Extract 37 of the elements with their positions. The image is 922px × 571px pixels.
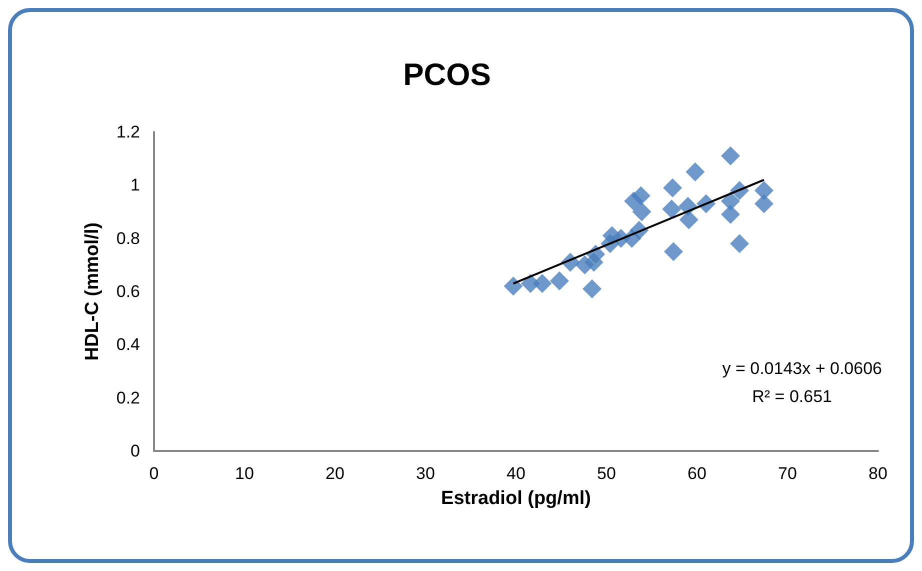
- point: [679, 210, 698, 230]
- x-tick-label: 60: [688, 464, 706, 483]
- point: [754, 180, 774, 200]
- point: [504, 276, 523, 296]
- x-tick-label: 50: [597, 464, 616, 483]
- point: [664, 242, 683, 262]
- point: [663, 178, 682, 198]
- point: [686, 162, 705, 182]
- annotation: R² = 0.651: [752, 387, 832, 406]
- x-axis-title: Estradiol (pg/ml): [441, 488, 591, 509]
- point: [631, 186, 650, 206]
- y-tick-label: 0.4: [116, 335, 140, 354]
- chart-title: PCOS: [403, 57, 491, 92]
- point: [550, 271, 569, 290]
- y-tick-label: 1.2: [116, 122, 140, 142]
- y-tick-label: 0.6: [116, 282, 140, 301]
- point: [662, 200, 682, 219]
- point: [720, 204, 740, 224]
- x-tick-label: 30: [416, 464, 435, 483]
- point: [582, 279, 602, 298]
- x-tick-label: 20: [326, 464, 344, 483]
- point: [754, 194, 774, 214]
- x-tick-label: 70: [778, 464, 797, 483]
- x-tick-label: 0: [149, 464, 159, 483]
- y-tick-label: 0.2: [116, 388, 140, 408]
- y-axis-title: HDL-C (mmol/l): [82, 222, 103, 361]
- y-tick-label: 1: [130, 176, 140, 195]
- x-tick-label: 40: [506, 464, 526, 483]
- point: [730, 234, 750, 254]
- y-tick-label: 0: [130, 442, 140, 460]
- x-tick-label: 80: [868, 464, 888, 483]
- point: [632, 202, 652, 222]
- point: [532, 274, 552, 294]
- y-tick-label: 0.8: [116, 228, 140, 248]
- point: [720, 146, 740, 166]
- x-tick-label: 10: [235, 464, 254, 483]
- annotation: y = 0.0143x + 0.0606: [722, 359, 882, 378]
